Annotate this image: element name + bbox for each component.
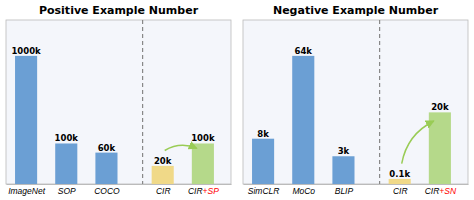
data-labels: 1000k 100k 60k 20k 100k <box>11 46 214 166</box>
tick: CIR <box>393 184 408 196</box>
data-label: 0.1k <box>389 169 410 179</box>
tick-label: CIR+SN <box>425 186 457 196</box>
data-labels: 8k 64k 3k 0.1k 20k <box>257 46 449 179</box>
bar <box>192 143 214 184</box>
group-separator <box>379 20 380 184</box>
title: Negative Example Number <box>273 4 439 17</box>
bar <box>252 139 274 184</box>
bar <box>95 153 117 184</box>
tick-label: ImageNet <box>8 186 45 196</box>
bars <box>252 56 451 184</box>
data-label: 100k <box>55 133 79 143</box>
arrow <box>165 145 197 150</box>
x-axis: SimCLR MoCo BLIP CIR CIR+SN <box>244 184 469 196</box>
tick-label: BLIP <box>335 186 354 196</box>
figure: 1000k 100k 60k 20k 100k ImageNet SOP COCO CIR CIR… <box>0 0 474 200</box>
axis-line <box>7 184 232 185</box>
title: Positive Example Number <box>39 4 199 17</box>
bar <box>15 56 37 184</box>
tick-label: MoCo <box>292 186 315 196</box>
plot-frame <box>6 20 231 184</box>
tick-label: CIR <box>156 186 171 196</box>
tick: SOP <box>58 184 76 196</box>
tick: SimCLR <box>248 184 280 196</box>
bar <box>332 156 354 184</box>
arrow <box>402 121 434 164</box>
bar <box>152 166 174 184</box>
tick: ImageNet <box>8 184 45 196</box>
tick: MoCo <box>292 184 315 196</box>
bar <box>55 143 77 184</box>
axis-line <box>244 184 469 185</box>
tick-label: COCO <box>94 186 120 196</box>
tick: CIR <box>156 184 171 196</box>
bar <box>389 179 411 184</box>
tick-label: SimCLR <box>248 186 280 196</box>
panel: 8k 64k 3k 0.1k 20k SimCLR MoCo BLIP CIR CIR+SN Neg… <box>243 4 469 196</box>
tick: BLIP <box>335 184 354 196</box>
tick-label: CIR <box>393 186 408 196</box>
data-label: 8k <box>257 129 269 139</box>
data-label: 64k <box>295 46 313 56</box>
tick-label: CIR+SP <box>188 186 219 196</box>
bars <box>15 56 214 184</box>
data-label: 60k <box>98 143 116 153</box>
data-label: 20k <box>431 102 449 112</box>
bar <box>429 112 451 184</box>
panel: 1000k 100k 60k 20k 100k ImageNet SOP COCO CIR CIR… <box>6 4 232 196</box>
data-label: 3k <box>338 146 350 156</box>
tick-label: SOP <box>58 186 76 196</box>
data-label: 20k <box>154 156 172 166</box>
plot-frame <box>243 20 468 184</box>
data-label: 1000k <box>11 46 41 56</box>
tick: COCO <box>94 184 120 196</box>
group-separator <box>142 20 143 184</box>
x-axis: ImageNet SOP COCO CIR CIR+SP <box>7 184 232 196</box>
tick: CIR+SP <box>188 184 219 196</box>
tick: CIR+SN <box>425 184 457 196</box>
data-label: 100k <box>191 133 215 143</box>
bar <box>292 56 314 184</box>
